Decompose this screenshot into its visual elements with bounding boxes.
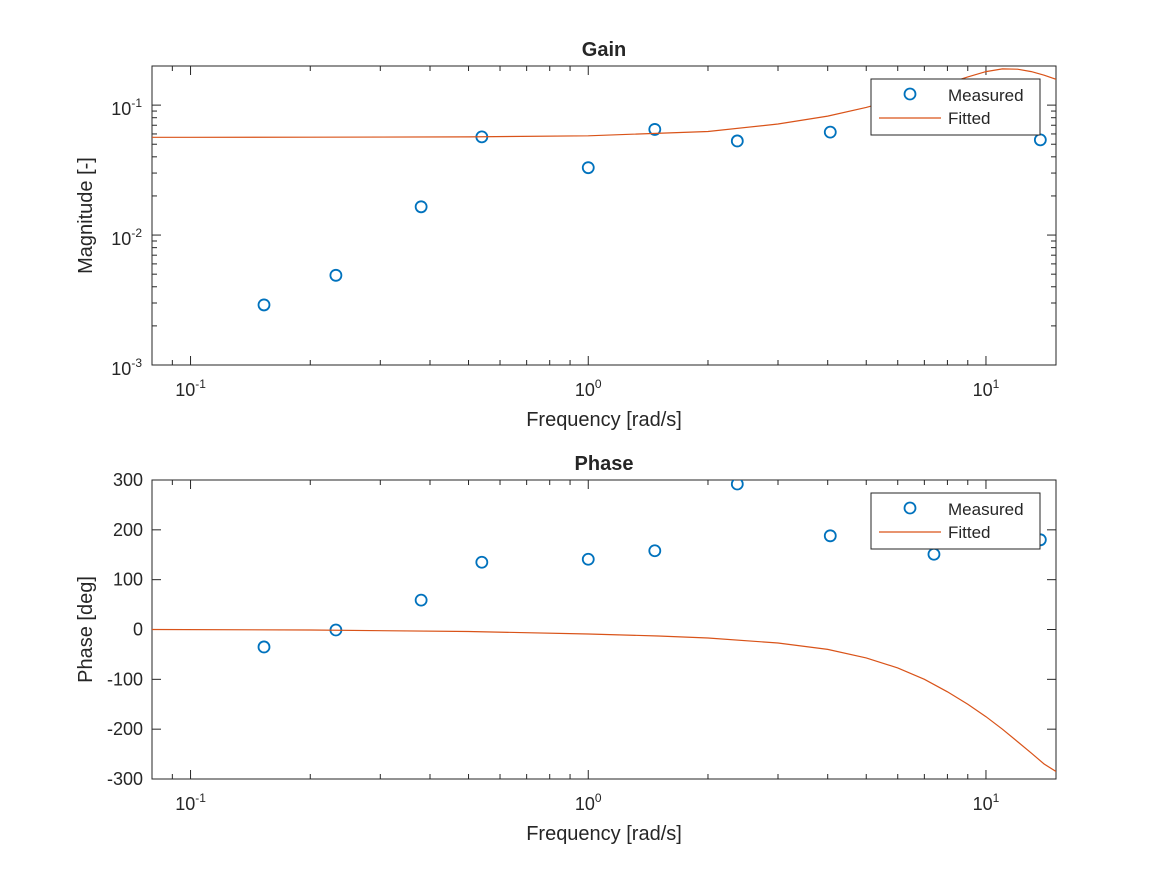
x-axis-label: Frequency [rad/s] [526,409,682,431]
measured-point [730,480,744,491]
x-tick-label-base: 10 [575,794,595,814]
x-tick-label: 100 [575,377,602,400]
measured-point [1033,133,1047,147]
phase-subplot: 10-1 100 101-300-200-1000100200300PhaseFre… [75,453,1057,845]
x-tick-label-exp: 1 [993,377,1000,391]
measured-point [414,200,428,214]
y-tick-label: 200 [113,520,143,540]
y-ticks [152,65,1056,366]
legend-measured-label: Measured [948,500,1024,519]
legend-box [870,492,1041,550]
measured-point [823,125,837,139]
y-tick-label-exp: -3 [131,356,142,370]
legend-measured-marker [903,501,917,515]
x-ticks [151,66,987,365]
measured-point [648,544,662,558]
axes-box [151,65,1057,366]
x-tick-label-base: 10 [973,380,993,400]
legend-fitted-label: Fitted [948,109,991,128]
x-tick-label: 100 [575,791,602,814]
x-tick-label-base: 10 [575,380,595,400]
measured-point [581,161,595,175]
measured-point [257,298,271,312]
y-tick-label: -200 [107,719,143,739]
x-tick-label-exp: 0 [595,377,602,391]
x-tick-label: 10-1 [175,791,206,814]
measured-point [329,268,343,282]
legend-fitted-label: Fitted [948,523,991,542]
measured-point [257,640,271,654]
x-tick-label-base: 10 [973,794,993,814]
measured-point [648,123,662,136]
measured-point [823,529,837,543]
x-tick-label: 101 [973,791,1000,814]
y-axis-label: Phase [deg] [75,576,97,683]
subplot-title: Phase [575,453,634,475]
y-tick-label-exp: -1 [131,96,142,110]
legend-box [870,78,1041,136]
y-tick-label-base: 10 [111,229,131,249]
x-tick-label: 101 [973,377,1000,400]
x-tick-label: 10-1 [175,377,206,400]
measured-point [927,547,941,561]
x-tick-label-base: 10 [175,380,195,400]
fitted-line [152,628,1056,773]
x-axis-label: Frequency [rad/s] [526,823,682,845]
y-tick-label: -300 [107,769,143,789]
x-tick-label-base: 10 [175,794,195,814]
y-tick-label: 10-1 [111,96,142,119]
y-tick-label: 300 [113,470,143,490]
measured-point [581,552,595,566]
x-tick-label-exp: 0 [595,791,602,805]
y-tick-label: 10-3 [111,356,142,379]
legend: Measured Fitted [870,492,1041,550]
measured-point [475,555,489,569]
y-tick-label-exp: -2 [131,226,142,240]
y-tick-label: 100 [113,570,143,590]
y-tick-label: -100 [107,669,143,689]
x-tick-label-exp: -1 [195,791,206,805]
x-tick-label-exp: 1 [993,791,1000,805]
y-tick-label-base: 10 [111,99,131,119]
measured-point [730,134,744,148]
measured-point [414,593,428,607]
legend-measured-label: Measured [948,86,1024,105]
subplot-title: Gain [582,39,626,61]
y-axis-label: Magnitude [-] [75,157,97,274]
y-tick-label: 0 [133,620,143,640]
x-tick-label-exp: -1 [195,377,206,391]
x-ticks [151,480,987,779]
legend: Measured Fitted [870,78,1041,136]
y-tick-label: 10-2 [111,226,142,249]
legend-measured-marker [903,87,917,101]
y-tick-label-base: 10 [111,359,131,379]
